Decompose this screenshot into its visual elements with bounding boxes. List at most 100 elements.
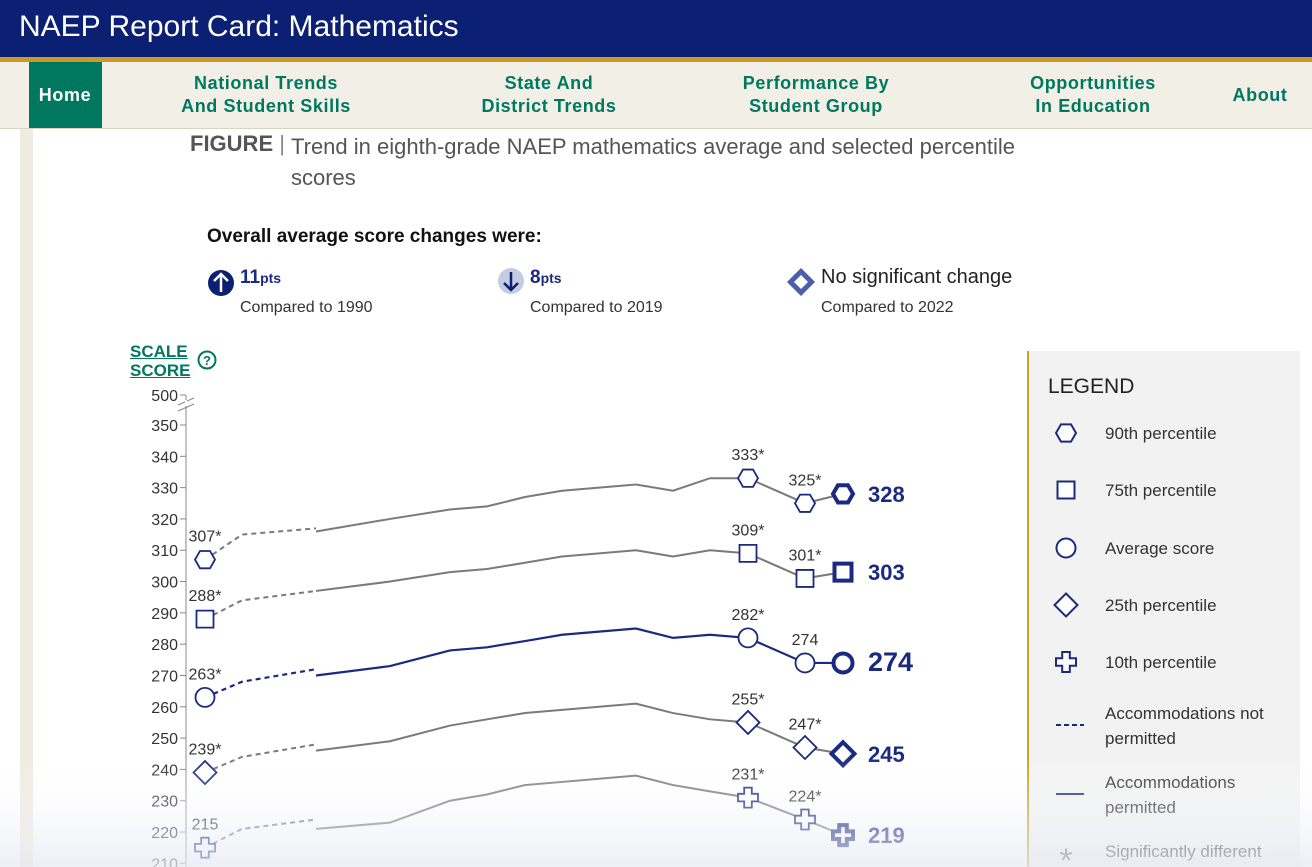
figure-label: FIGURE | <box>190 131 285 157</box>
change-note: Compared to 2019 <box>530 299 663 316</box>
value-label: 239* <box>189 742 222 759</box>
y-tick-label: 340 <box>151 449 178 466</box>
legend-label: 90th percentile <box>1105 424 1217 443</box>
legend-label: Average score <box>1105 539 1215 558</box>
up-arrow <box>213 272 229 292</box>
marker <box>794 652 816 674</box>
legend-label: 75th percentile <box>1105 481 1217 500</box>
nav-item-line: District Trends <box>481 96 617 116</box>
marker <box>737 627 759 649</box>
y-axis-label-line: SCALE <box>130 342 188 361</box>
y-tick-label: 280 <box>151 637 178 654</box>
marker <box>795 569 815 588</box>
side-strip <box>20 129 33 867</box>
y-tick-label: 350 <box>151 418 178 435</box>
line-not-permitted <box>204 589 317 621</box>
nav-item-line: Performance By <box>742 73 890 93</box>
marker <box>738 543 758 563</box>
line-permitted <box>315 549 844 592</box>
change-text: No significant change <box>821 266 1013 288</box>
value-label: 247* <box>789 716 822 733</box>
marker <box>736 468 760 488</box>
line-permitted <box>315 627 843 677</box>
marker <box>832 561 854 583</box>
nav-item-line: Home <box>38 85 92 105</box>
value-label: 282* <box>732 607 765 624</box>
y-tick-label: 300 <box>151 575 178 592</box>
down-arrow <box>503 272 519 292</box>
site-title: NAEP Report Card: Mathematics <box>19 10 459 43</box>
change-value: 8pts <box>530 267 562 289</box>
nav-item-line: And Student Skills <box>181 96 351 116</box>
value-label: 255* <box>732 691 765 708</box>
nav-item-line: State And <box>504 73 594 93</box>
marker <box>193 550 217 570</box>
nav-item[interactable]: Home <box>39 84 91 107</box>
marker <box>735 709 761 736</box>
figure-title: Trend in eighth-grade NAEP mathematics a… <box>291 134 1015 190</box>
legend-label: Accommodations not permitted <box>1105 704 1264 748</box>
line-not-permitted <box>204 527 317 561</box>
marker <box>793 493 817 513</box>
nav-item[interactable]: State And District Trends <box>481 72 616 118</box>
change-number: 11 <box>240 267 261 288</box>
value-label: 328 <box>868 482 905 507</box>
change-unit: pts <box>260 270 282 286</box>
nav-item-line: Opportunities <box>1030 73 1156 93</box>
y-tick-label: 270 <box>151 668 178 685</box>
nav-item-line: About <box>1232 85 1288 105</box>
value-label: 307* <box>189 529 222 546</box>
y-tick-label: 250 <box>151 731 178 748</box>
value-label: 333* <box>732 447 765 464</box>
marker <box>831 651 855 675</box>
separator: | <box>273 131 285 156</box>
figure-label-text: FIGURE <box>190 131 274 156</box>
value-label: 263* <box>189 666 222 683</box>
marker <box>195 609 215 629</box>
change-note: Compared to 2022 <box>821 299 954 316</box>
marker <box>194 686 216 708</box>
change-value: 11pts <box>240 267 281 289</box>
value-label: 309* <box>732 522 765 539</box>
value-label: 274 <box>792 632 819 649</box>
marker <box>830 483 856 505</box>
nav-item-line: National Trends <box>193 73 339 93</box>
y-axis-label[interactable]: SCALE SCORE <box>130 342 190 380</box>
y-tick-label: 500 <box>151 388 178 405</box>
nav-item[interactable]: About <box>1233 84 1288 107</box>
home-tab-bg <box>29 62 102 128</box>
nav-item[interactable]: National Trends And Student Skills <box>181 72 351 118</box>
marker <box>1055 651 1077 673</box>
nav-bar: Home National Trends And Student Skills Sta… <box>0 62 1312 129</box>
value-label: 301* <box>789 547 822 564</box>
summary-heading: Overall average score changes were: <box>207 226 542 247</box>
y-tick-label: 320 <box>151 512 178 529</box>
y-axis-label-line: SCORE <box>130 361 191 380</box>
axis-break-gap <box>185 400 187 406</box>
nav-item[interactable]: Opportunities In Education <box>1030 72 1156 118</box>
header-bar: NAEP Report Card: Mathematics <box>0 0 1312 62</box>
marker <box>1055 537 1077 559</box>
line-permitted <box>315 702 844 755</box>
y-tick-label: 290 <box>151 606 178 623</box>
change-number: 8 <box>530 267 541 288</box>
y-tick-label: 310 <box>151 543 178 560</box>
help-glyph: ? <box>203 353 211 368</box>
help-icon[interactable] <box>197 350 217 370</box>
nochange-inner <box>794 275 808 289</box>
value-label: 325* <box>789 472 822 489</box>
marker <box>1056 480 1076 500</box>
change-note: Compared to 1990 <box>240 299 373 316</box>
legend-label: 25th percentile <box>1105 596 1217 615</box>
y-tick-label: 330 <box>151 481 178 498</box>
summary-icons: ? <box>197 268 815 370</box>
change-unit: pts <box>540 270 562 286</box>
nav-item[interactable]: Performance By Student Group <box>743 72 889 118</box>
nav-item-line: Student Group <box>749 96 883 116</box>
bottom-fade <box>0 755 1312 867</box>
legend-title: LEGEND <box>1048 375 1135 398</box>
y-tick-label: 260 <box>151 700 178 717</box>
marker <box>1053 592 1079 618</box>
